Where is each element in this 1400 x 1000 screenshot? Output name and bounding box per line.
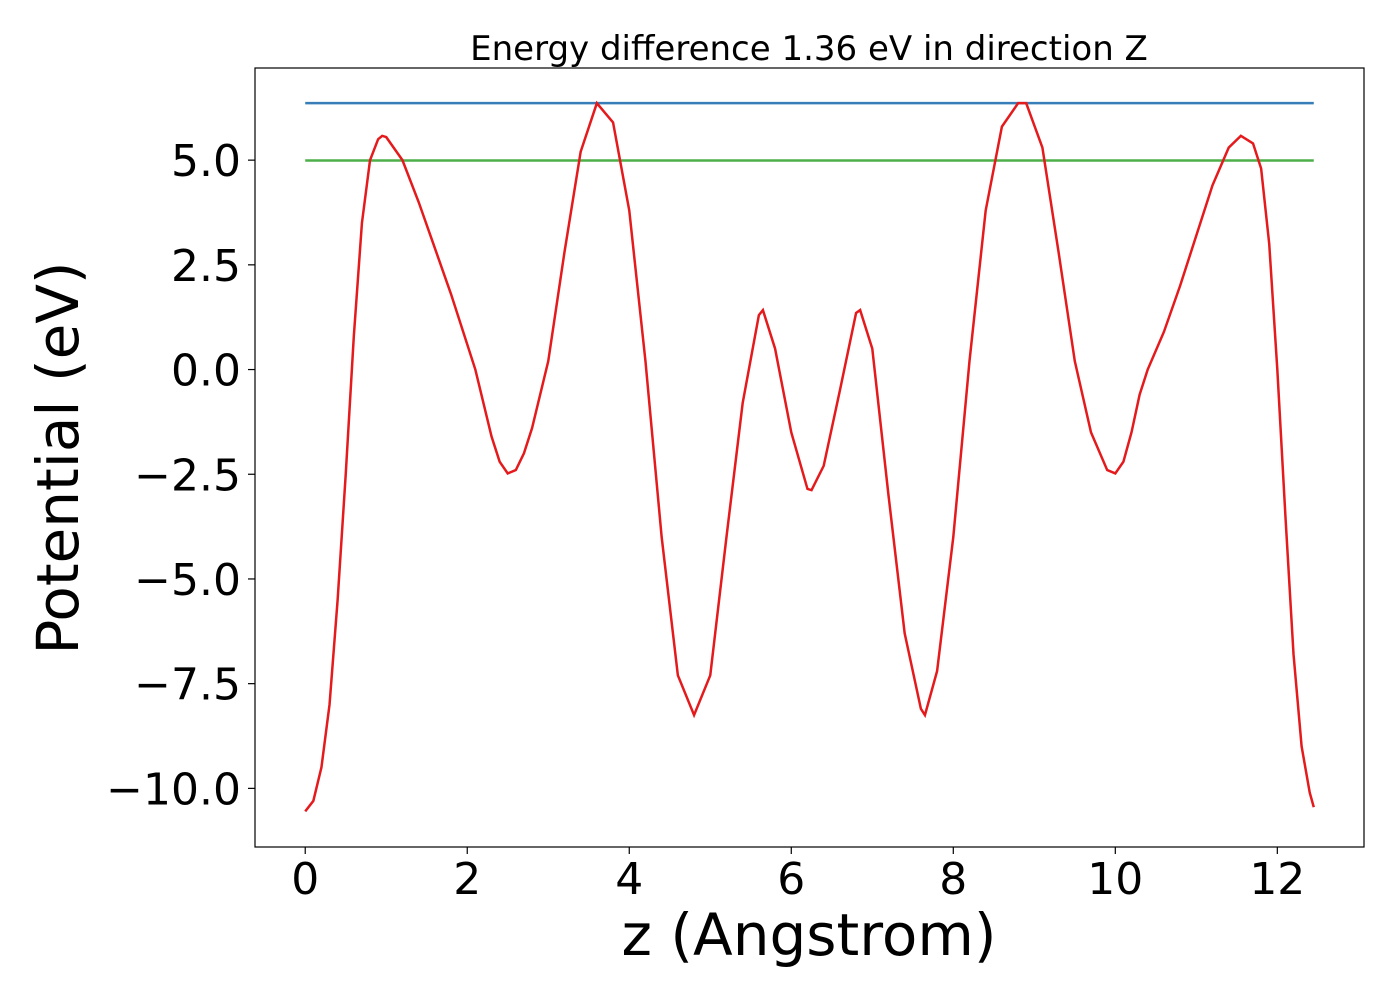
y-tick-label: −7.5 (134, 660, 241, 711)
x-tick-label: 8 (939, 854, 967, 905)
x-tick-label: 4 (615, 854, 643, 905)
x-tick-label: 10 (1087, 854, 1143, 905)
x-tick-label: 0 (291, 854, 319, 905)
x-tick-label: 2 (453, 854, 481, 905)
y-tick-label: 5.0 (171, 136, 241, 187)
y-tick-label: 0.0 (171, 346, 241, 397)
y-axis-label: Potential (eV) (24, 261, 92, 654)
x-tick-label: 6 (777, 854, 805, 905)
y-tick-label: −2.5 (134, 450, 241, 501)
y-tick-label: −10.0 (106, 764, 241, 815)
series-line (304, 100, 1315, 813)
y-tick-label: −5.0 (134, 555, 241, 606)
plot-frame (254, 67, 1365, 848)
y-tick-label: 2.5 (171, 241, 241, 292)
x-tick-label: 12 (1249, 854, 1305, 905)
chart-title: Energy difference 1.36 eV in direction Z (470, 29, 1148, 69)
x-axis-label: z (Angstrom) (622, 901, 997, 969)
